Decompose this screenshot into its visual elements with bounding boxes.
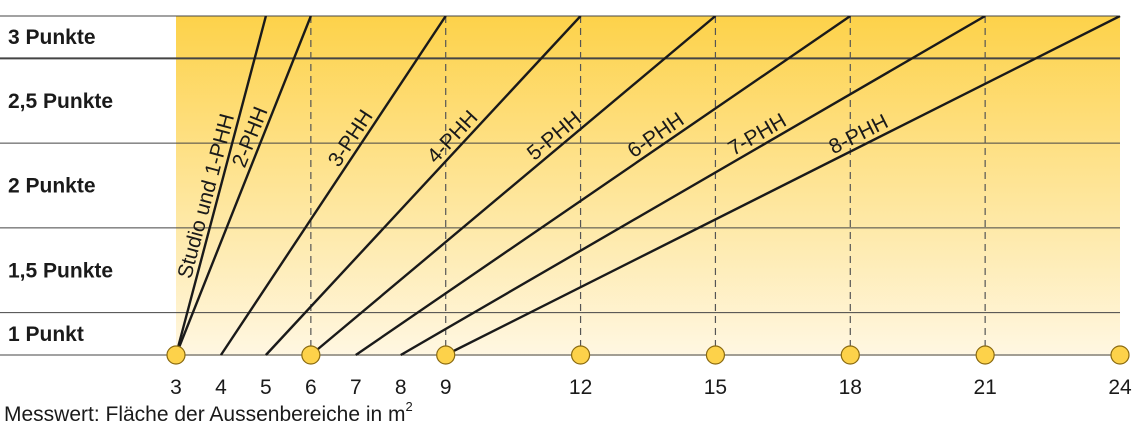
series-line: [265, 16, 582, 356]
score-band-label: 2 Punkte: [8, 175, 96, 198]
axis-marker: [705, 345, 726, 365]
x-tick-label: 3: [170, 376, 182, 399]
score-band-label: 1 Punkt: [8, 323, 84, 346]
x-tick-label: 18: [839, 376, 862, 399]
series-line: [176, 16, 268, 356]
x-tick-label: 21: [973, 376, 996, 399]
x-tick-label: 6: [305, 376, 317, 399]
x-axis-label-text: Messwert: Fläche der Aussenbereiche in m: [4, 403, 406, 426]
vertical-dashed-gridlines: [310, 16, 986, 355]
x-tick-labels: 3 4 5 6 7 8 9 12 15 18 21 24: [170, 376, 1132, 399]
x-tick-label: 4: [215, 376, 227, 399]
x-axis-label-superscript: 2: [406, 399, 413, 414]
x-tick-label: 8: [395, 376, 407, 399]
series-line: [355, 16, 851, 356]
x-axis-markers: [166, 345, 1130, 365]
x-tick-label: 24: [1108, 376, 1132, 399]
series-line: [310, 16, 717, 356]
score-band-label: 2,5 Punkte: [8, 90, 113, 113]
axis-marker: [840, 345, 860, 365]
score-band-label: 3 Punkte: [8, 26, 96, 49]
series-line: [445, 16, 1121, 356]
x-tick-label: 12: [569, 376, 592, 399]
plot-background: [176, 16, 1120, 356]
x-axis-label: Messwert: Fläche der Aussenbereiche in m…: [4, 399, 413, 426]
axis-marker: [166, 345, 186, 365]
x-tick-label: 15: [704, 376, 727, 399]
score-band-label: 1,5 Punkte: [8, 259, 113, 282]
series-line: [176, 16, 312, 356]
x-tick-label: 9: [440, 376, 452, 399]
score-band-labels: 1 Punkt 1,5 Punkte 2 Punkte 2,5 Punkte 3 Pun…: [8, 26, 113, 346]
axis-marker: [436, 345, 456, 365]
x-tick-label: 5: [260, 376, 272, 399]
axis-marker: [570, 345, 591, 365]
series-line: [400, 16, 986, 356]
axis-marker: [1110, 345, 1130, 365]
axis-marker: [301, 345, 321, 365]
x-tick-label: 7: [350, 376, 362, 399]
series-lines: [176, 16, 1121, 356]
series-line: [219, 16, 447, 356]
axis-marker: [975, 345, 995, 365]
